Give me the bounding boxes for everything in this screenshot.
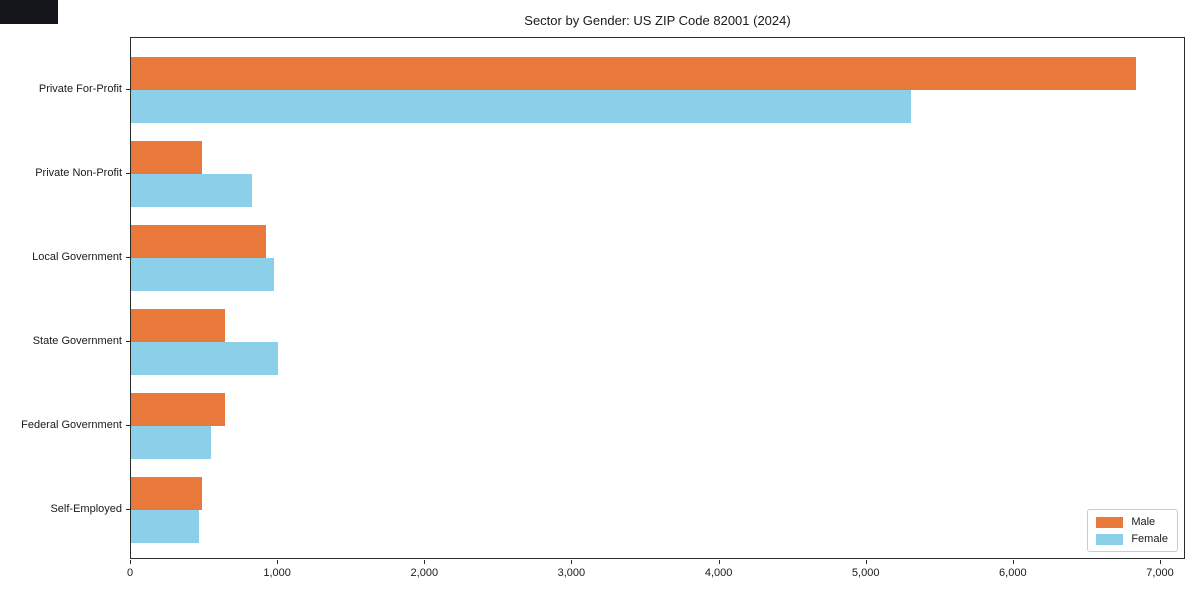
x-tick-mark — [1160, 560, 1161, 564]
bar-pair — [131, 393, 226, 459]
corner-artifact — [0, 0, 58, 24]
bar-male-2 — [131, 225, 267, 258]
x-tick-mark — [424, 560, 426, 564]
bar-pair — [131, 309, 279, 375]
x-tick-label: 5,000 — [851, 567, 880, 579]
bar-row — [131, 132, 1184, 216]
bar-row — [131, 300, 1184, 384]
y-tick-mark — [126, 509, 130, 510]
chart-title: Sector by Gender: US ZIP Code 82001 (202… — [524, 13, 791, 28]
bar-male-5 — [131, 477, 202, 510]
y-tick-mark — [126, 173, 130, 174]
bar-female-2 — [131, 258, 274, 291]
x-tick-label: 7,000 — [1146, 567, 1174, 579]
y-tick-mark — [126, 89, 130, 90]
y-axis: Private For-Profit Private Non-Profit Loca… — [0, 0, 130, 600]
bar-female-1 — [131, 174, 252, 207]
bar-male-3 — [131, 309, 226, 342]
bar-pair — [131, 477, 202, 543]
x-tick-label: 0 — [126, 567, 134, 579]
y-tick-label: State Government — [32, 335, 122, 347]
y-tick-mark — [126, 257, 130, 258]
x-tick-mark — [571, 560, 573, 564]
legend-item-male: Male — [1096, 516, 1168, 528]
y-tick-label: Self-Employed — [50, 503, 122, 515]
x-tick-label: 2,000 — [410, 567, 439, 579]
x-tick-label: 6,000 — [999, 567, 1027, 579]
bar-female-4 — [131, 426, 211, 459]
x-tick-mark — [865, 560, 867, 564]
x-tick-label: 1,000 — [263, 567, 291, 579]
legend-item-female: Female — [1096, 533, 1168, 545]
x-tick-mark — [1012, 560, 1014, 564]
x-tick-mark — [130, 560, 131, 564]
legend: Male Female — [1087, 509, 1178, 552]
bar-male-1 — [131, 141, 202, 174]
y-tick-label: Private Non-Profit — [35, 167, 122, 179]
bar-row — [131, 468, 1184, 552]
bar-pair — [131, 141, 252, 207]
bar-male-0 — [131, 57, 1136, 90]
x-tick-mark — [718, 560, 720, 564]
y-tick-label: Local Government — [32, 251, 122, 263]
bars-container — [131, 38, 1184, 558]
bar-female-5 — [131, 510, 199, 543]
legend-label-male: Male — [1131, 516, 1156, 528]
bar-female-3 — [131, 342, 279, 375]
y-tick-label: Private For-Profit — [38, 83, 122, 95]
bar-row — [131, 216, 1184, 300]
plot-area — [130, 37, 1185, 559]
y-tick-mark — [126, 425, 130, 426]
male-color-swatch — [1096, 516, 1124, 528]
bar-row — [131, 48, 1184, 132]
bar-pair — [131, 57, 1136, 123]
legend-label-female: Female — [1131, 533, 1168, 545]
y-tick-mark — [126, 341, 130, 342]
x-tick-mark — [277, 560, 279, 564]
y-tick-label: Federal Government — [21, 419, 122, 431]
x-tick-label: 4,000 — [704, 567, 733, 579]
bar-male-4 — [131, 393, 226, 426]
bar-female-0 — [131, 90, 911, 123]
bar-row — [131, 384, 1184, 468]
x-tick-label: 3,000 — [557, 567, 586, 579]
bar-pair — [131, 225, 274, 291]
female-color-swatch — [1096, 533, 1124, 545]
